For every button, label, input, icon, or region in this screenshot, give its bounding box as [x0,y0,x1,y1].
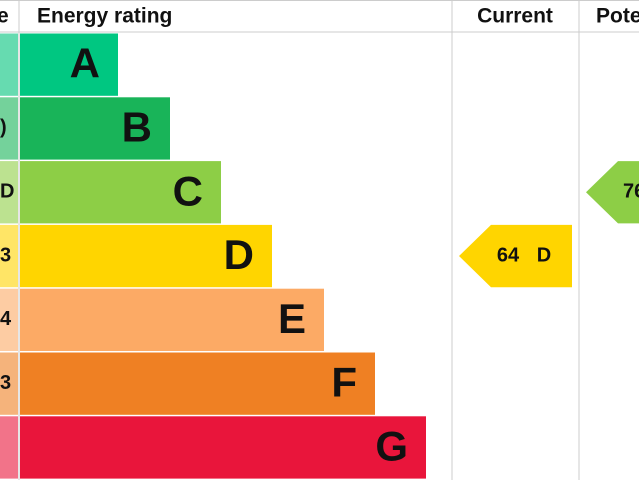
score-cell [0,416,18,479]
score-cell [0,33,18,96]
rating-bar [20,288,324,351]
rating-bar [20,161,221,224]
rating-letter: G [375,423,408,470]
potential-arrow [586,161,639,224]
rating-letter: B [122,104,152,151]
score-fragment: D [0,181,14,203]
header-potential: Pote [596,5,639,28]
score-cell [0,352,18,415]
rating-bar [20,33,118,96]
current-letter: D [537,244,551,266]
rating-bar [20,97,170,160]
score-cell [0,97,18,160]
rating-bar [20,224,272,288]
rating-letter: C [173,167,203,214]
rating-letter: F [331,359,357,406]
current-arrow [459,224,572,288]
header-score: e [0,5,9,28]
current-value: 64 [497,244,520,266]
rating-letter: E [278,295,306,342]
score-fragment: 4 [0,308,12,330]
score-cell [0,161,18,224]
score-fragment: 3 [0,372,11,394]
potential-value: 76 [623,181,639,203]
rating-letter: D [224,231,254,278]
rating-bar [20,352,375,415]
header-rating: Energy rating [37,5,172,28]
rating-letter: A [70,40,100,87]
score-cell [0,288,18,351]
score-fragment: 3 [0,244,11,266]
score-fragment: ) [0,117,7,139]
rating-bar [20,416,426,479]
score-cell [0,224,18,288]
header-current: Current [477,5,553,28]
